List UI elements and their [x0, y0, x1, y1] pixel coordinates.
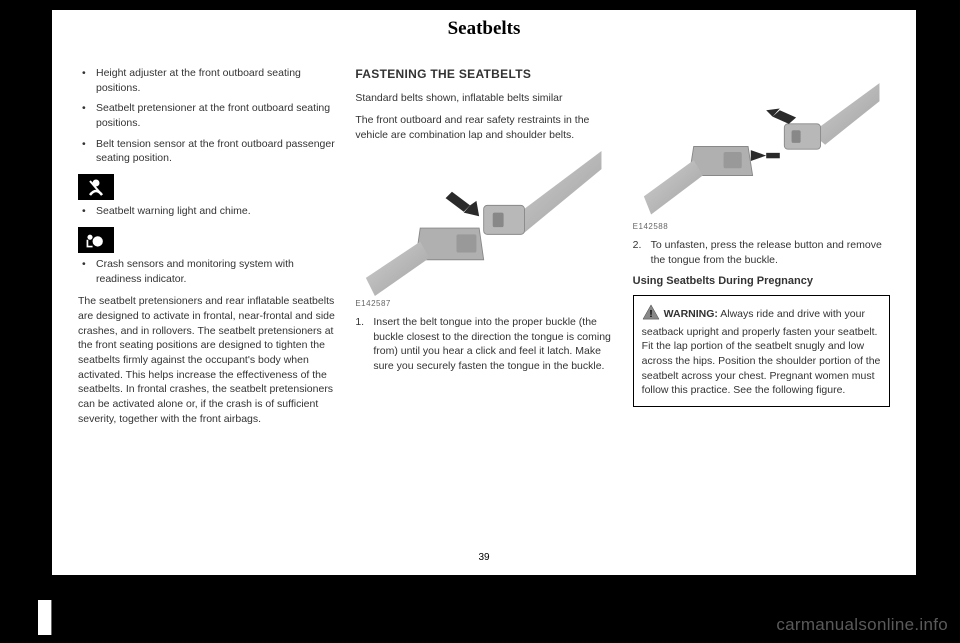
fasten-steps: 1. Insert the belt tongue into the prope… [355, 315, 612, 374]
pretensioner-paragraph: The seatbelt pretensioners and rear infl… [78, 294, 335, 426]
content-columns: Height adjuster at the front outboard se… [52, 66, 916, 434]
restraints-paragraph: The front outboard and rear safety restr… [355, 113, 612, 142]
bullet-item: Height adjuster at the front outboard se… [78, 66, 335, 95]
column-2: FASTENING THE SEATBELTS Standard belts s… [355, 66, 612, 434]
bullet-list-airbag: Crash sensors and monitoring system with… [78, 257, 335, 286]
warning-triangle-icon: ! [642, 304, 660, 325]
fasten-figure [355, 151, 612, 296]
warning-text: Always ride and drive with your seatback… [642, 308, 881, 396]
standard-belts-note: Standard belts shown, inflatable belts s… [355, 91, 612, 106]
pregnancy-heading: Using Seatbelts During Pregnancy [633, 274, 890, 289]
watermark: carmanualsonline.info [776, 615, 948, 635]
step-text: To unfasten, press the release button an… [651, 239, 882, 266]
step-number: 2. [633, 238, 642, 253]
bullet-item: Belt tension sensor at the front outboar… [78, 137, 335, 166]
warning-box: ! WARNING: Always ride and drive with yo… [633, 295, 890, 407]
step-item: 2. To unfasten, press the release button… [633, 238, 890, 267]
bullet-item: Crash sensors and monitoring system with… [78, 257, 335, 286]
page-number: 39 [52, 552, 916, 563]
column-3: E142588 2. To unfasten, press the releas… [633, 66, 890, 434]
bullet-item: Seatbelt pretensioner at the front outbo… [78, 101, 335, 130]
svg-text:!: ! [649, 309, 652, 320]
column-1: Height adjuster at the front outboard se… [78, 66, 335, 434]
unfasten-figure [633, 74, 890, 219]
figure-caption: E142587 [355, 298, 612, 309]
step-text: Insert the belt tongue into the proper b… [373, 316, 611, 372]
binding-tab [38, 600, 52, 635]
fastening-heading: FASTENING THE SEATBELTS [355, 66, 612, 83]
unfasten-steps: 2. To unfasten, press the release button… [633, 238, 890, 267]
bullet-item: Seatbelt warning light and chime. [78, 204, 335, 219]
figure-caption: E142588 [633, 221, 890, 232]
step-item: 1. Insert the belt tongue into the prope… [355, 315, 612, 374]
warning-label: WARNING: [664, 308, 718, 320]
airbag-icon [78, 227, 114, 253]
bullet-list-seatbelt: Seatbelt warning light and chime. [78, 204, 335, 219]
page-title: Seatbelts [52, 10, 916, 66]
seatbelt-warning-icon [78, 174, 114, 200]
manual-page: Seatbelts Height adjuster at the front o… [52, 10, 916, 575]
bullet-list-1: Height adjuster at the front outboard se… [78, 66, 335, 166]
step-number: 1. [355, 315, 364, 330]
